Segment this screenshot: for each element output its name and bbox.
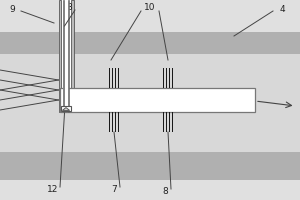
Bar — [58, 0, 74, 112]
Bar — [163, 112, 164, 132]
Bar — [163, 68, 164, 88]
Bar — [0, 180, 300, 200]
Bar — [61, 106, 71, 111]
Bar — [60, 88, 255, 112]
Bar — [115, 68, 116, 88]
Bar — [118, 68, 119, 88]
Text: 7: 7 — [111, 184, 117, 194]
Bar — [118, 112, 119, 132]
Bar — [172, 112, 173, 132]
Text: 8: 8 — [162, 186, 168, 196]
Bar — [0, 0, 300, 32]
Polygon shape — [62, 108, 70, 110]
Bar — [63, 0, 69, 112]
Bar — [112, 112, 113, 132]
Bar — [166, 112, 167, 132]
Bar — [68, 0, 69, 112]
Text: 8: 8 — [66, 3, 72, 12]
Bar — [169, 112, 170, 132]
Bar — [109, 112, 110, 132]
Bar — [71, 0, 74, 112]
Bar — [172, 68, 173, 88]
Bar — [0, 54, 300, 152]
Bar — [115, 112, 116, 132]
Bar — [112, 68, 113, 88]
Bar — [58, 0, 61, 112]
Bar — [63, 0, 64, 112]
Text: 10: 10 — [144, 3, 156, 12]
Text: 4: 4 — [279, 4, 285, 14]
Bar — [0, 32, 300, 54]
Bar — [169, 68, 170, 88]
Bar — [166, 68, 167, 88]
Bar — [0, 152, 300, 180]
Text: 9: 9 — [9, 4, 15, 14]
Bar — [109, 68, 110, 88]
Text: 12: 12 — [47, 184, 58, 194]
